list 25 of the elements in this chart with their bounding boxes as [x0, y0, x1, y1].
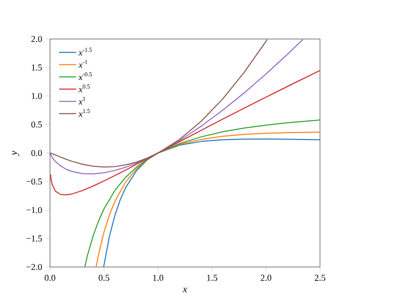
x-tick-label: 2.5	[314, 274, 326, 281]
line-series	[50, 39, 304, 174]
y-tick-label: −1.0	[26, 206, 42, 214]
y-tick-label: −0.5	[26, 178, 42, 185]
legend-label: x$^{-1}$	[78, 60, 88, 68]
x-tick-label: 2.0	[260, 274, 272, 281]
legend-label: x$^{-1.5}$	[78, 48, 92, 56]
legend-label: x$^{1.5}$	[78, 108, 90, 117]
y-tick-label: −2.0	[26, 264, 42, 270]
y-tick-label: 0.5	[31, 121, 42, 128]
legend-label: x$^{0.5}$	[78, 84, 90, 92]
y-axis-title: y	[12, 150, 20, 156]
y-tick-label: 1.5	[32, 64, 42, 71]
y-tick-label: 2.0	[31, 36, 42, 42]
y-tick-label: −1.5	[26, 235, 42, 242]
y-tick-label: 1.0	[32, 92, 42, 100]
y-tick-label: 0.0	[31, 150, 42, 156]
legend-label: x$^{1}$	[78, 96, 86, 105]
x-axis-title: x	[182, 288, 188, 292]
legend-label: x$^{-0.5}$	[78, 72, 92, 80]
line-series	[50, 39, 268, 168]
x-tick-label: 0.0	[44, 274, 56, 281]
x-tick-label: 1.0	[153, 274, 164, 281]
x-tick-label: 1.5	[207, 274, 218, 281]
x-tick-label: 0.5	[98, 274, 110, 281]
